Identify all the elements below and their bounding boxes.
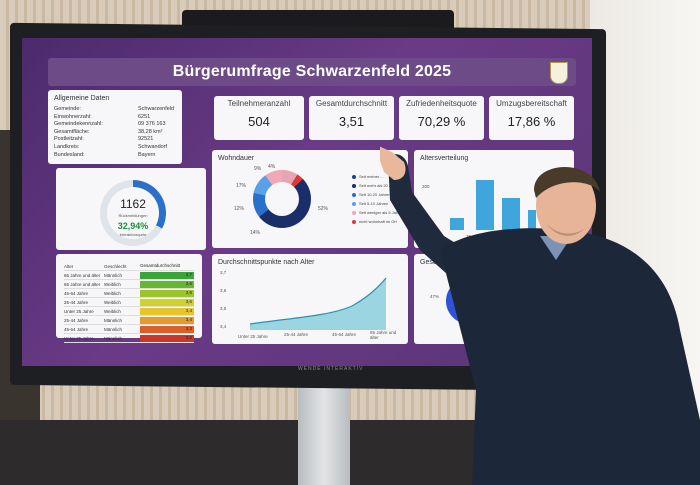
wd-label: 4% bbox=[268, 164, 276, 170]
person-pointing bbox=[380, 146, 700, 485]
area-chart bbox=[249, 277, 387, 330]
table-row: 45-64 Jahre Weiblich 3,6 bbox=[64, 289, 194, 298]
table-row: 45-64 Jahre Männlich 3,3 bbox=[64, 325, 194, 334]
general-row: Bundesland: Bayern bbox=[54, 151, 156, 158]
alter-bar bbox=[502, 198, 520, 230]
wd-label: 9% bbox=[254, 166, 262, 172]
wd-label: 17% bbox=[236, 183, 247, 189]
general-row: Postleitzahl: 92521 bbox=[54, 136, 154, 143]
table-row: 65 Jahre und älter Weiblich 3,6 bbox=[64, 280, 194, 289]
response-gauge: 1162 Rückmeldungen 32,94% Interaktionsqu… bbox=[100, 180, 166, 246]
age-points-card: Durchschnittspunkte nach Alter 3,7 3,6 3… bbox=[212, 254, 408, 344]
legend-item: Seit 10-20 Jahren bbox=[352, 192, 404, 201]
general-data-title: Allgemeine Daten bbox=[54, 95, 110, 102]
wohndauer-card: Wohndauer 9% 4% 17% 12% 14% 52% Seit mei… bbox=[212, 150, 408, 248]
kpi-label: Umzugsbereitschaft bbox=[496, 99, 567, 108]
dashboard-banner: Bürgerumfrage Schwarzenfeld 2025 bbox=[48, 58, 576, 86]
x-tick: 25-44 Jahre bbox=[284, 332, 309, 337]
table-row: 25-44 Jahre Männlich 3,4 bbox=[64, 316, 194, 325]
general-data-card: Allgemeine Daten Gemeinde: Schwarzenfeld E… bbox=[48, 90, 182, 164]
general-row: Gemeinde: Schwarzenfeld bbox=[54, 106, 175, 112]
response-count: 1162 bbox=[120, 197, 146, 211]
kpi-label: Gesamtdurchschnitt bbox=[315, 99, 388, 108]
wd-label: 12% bbox=[234, 206, 245, 212]
gender-pct: 47% bbox=[430, 294, 440, 299]
y-tick: 3,6 bbox=[220, 288, 227, 293]
kpi-label: Teilnehmeranzahl bbox=[227, 99, 291, 108]
kpi-value: 504 bbox=[248, 114, 270, 129]
table-header: Alter Geschlecht Gesamtdurchschnitt bbox=[64, 262, 194, 271]
response-count-label: Rückmeldungen bbox=[118, 213, 148, 218]
score-table: Alter Geschlecht Gesamtdurchschnitt 65 J… bbox=[64, 262, 194, 343]
response-percent: 32,94% bbox=[117, 221, 149, 231]
legend-item: Seit 5-10 Jahren bbox=[352, 201, 404, 210]
kpi-value: 3,51 bbox=[338, 114, 365, 129]
dashboard-title: Bürgerumfrage Schwarzenfeld 2025 bbox=[172, 63, 452, 80]
alter-title: Altersverteilung bbox=[420, 155, 469, 162]
alter-bar bbox=[476, 180, 494, 230]
x-tick: 45-64 Jahre bbox=[332, 332, 357, 337]
wohndauer-donut bbox=[253, 170, 311, 228]
monitor-brand: WENDE INTERAKTIV bbox=[298, 366, 364, 372]
general-row: Gesamtfläche: 38,28 km² bbox=[54, 128, 163, 135]
wd-label: 14% bbox=[250, 230, 261, 236]
y-tick: 3,4 bbox=[220, 324, 227, 329]
legend-item: Seit meiner ... bbox=[352, 174, 404, 183]
monitor-stand bbox=[298, 388, 350, 485]
alter-bar bbox=[528, 210, 536, 230]
age-points-title: Durchschnittspunkte nach Alter bbox=[218, 259, 315, 266]
x-tick: 65 Jahre und älter bbox=[370, 330, 397, 340]
response-percent-label: Interaktionsquote bbox=[119, 233, 147, 237]
kpi-satisfaction: Zufriedenheitsquote 70,29 % bbox=[399, 96, 484, 140]
alter-tick: 200 bbox=[422, 184, 430, 189]
alter-bar bbox=[450, 218, 464, 230]
response-card: 1162 Rückmeldungen 32,94% Interaktionsqu… bbox=[56, 168, 206, 250]
wohndauer-title: Wohndauer bbox=[218, 155, 255, 162]
legend-item: nicht wohnhaft im Ort bbox=[352, 219, 404, 228]
kpi-label: Zufriedenheitsquote bbox=[406, 99, 477, 108]
kpi-relocation: Umzugsbereitschaft 17,86 % bbox=[489, 96, 574, 140]
general-row: Gemeindekennzahl: 09 376 163 bbox=[54, 121, 166, 128]
legend-item: Seit mehr als 20 Jahren bbox=[352, 183, 404, 192]
table-row: 25-44 Jahre Weiblich 3,6 bbox=[64, 298, 194, 307]
kpi-value: 70,29 % bbox=[417, 114, 466, 129]
y-tick: 3,7 bbox=[220, 270, 227, 275]
score-table-card: Alter Geschlecht Gesamtdurchschnitt 65 J… bbox=[56, 254, 202, 343]
kpi-value: 17,86 % bbox=[507, 114, 556, 129]
table-row: 65 Jahre und älter Männlich 3,7 bbox=[64, 271, 194, 280]
general-row: Einwohnerzahl: 6251 bbox=[54, 113, 151, 120]
coat-of-arms-icon bbox=[550, 62, 568, 84]
y-tick: 3,5 bbox=[220, 306, 227, 311]
wohndauer-legend: Seit meiner ... Seit mehr als 20 Jahren Se… bbox=[352, 174, 404, 228]
wd-label: 52% bbox=[318, 206, 329, 212]
gender-title: Gesch... bbox=[420, 259, 447, 266]
legend-item: Seit weniger als 5 Jahren bbox=[352, 210, 404, 219]
table-row: Unter 25 Jahre Weiblich 3,4 bbox=[64, 307, 194, 316]
kpi-average: Gesamtdurchschnitt 3,51 bbox=[309, 96, 394, 140]
table-row: Unter 25 Jahre Männlich 3,2 bbox=[64, 334, 194, 343]
kpi-participants: Teilnehmeranzahl 504 bbox=[214, 96, 304, 140]
general-row: Landkreis: Schwandorf bbox=[54, 144, 168, 150]
x-tick: Unter 25 Jahre bbox=[238, 334, 268, 339]
